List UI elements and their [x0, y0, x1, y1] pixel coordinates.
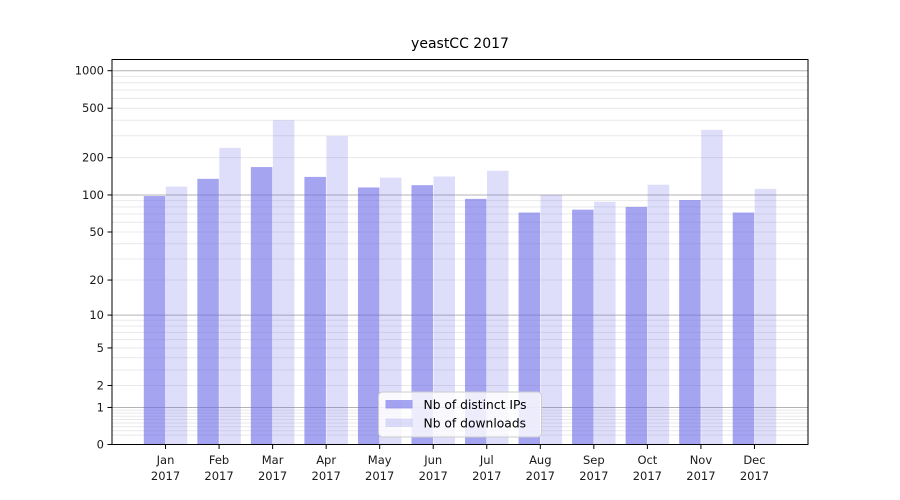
y-tick-label: 10: [89, 308, 104, 322]
bar-jan-downloads: [165, 186, 188, 445]
y-tick-label: 100: [82, 188, 104, 202]
x-tick-label-month: Aug: [529, 453, 551, 467]
bar-apr-ips: [304, 176, 326, 445]
x-tick-label-year: 2017: [258, 469, 287, 483]
x-tick-label-month: Sep: [583, 453, 605, 467]
y-tick-label: 500: [82, 101, 104, 115]
x-tick-label-year: 2017: [633, 469, 662, 483]
y-tick-label: 200: [82, 151, 104, 165]
y-tick-label: 1000: [75, 64, 104, 78]
x-tick-label-year: 2017: [419, 469, 448, 483]
x-tick-label-year: 2017: [740, 469, 769, 483]
bar-jul-ips: [465, 198, 487, 445]
bar-jun-ips: [411, 185, 433, 445]
x-tick-label-month: Mar: [262, 453, 284, 467]
x-tick-label-year: 2017: [151, 469, 180, 483]
x-tick-label-month: Oct: [637, 453, 657, 467]
bar-jun-downloads: [433, 176, 455, 445]
y-tick-label: 5: [97, 341, 104, 355]
legend-swatch-downloads: [385, 418, 413, 427]
x-tick-label-month: Nov: [690, 453, 713, 467]
x-tick-label-month: Jan: [156, 453, 175, 467]
bar-aug-downloads: [540, 194, 563, 445]
bar-dec-downloads: [754, 188, 777, 445]
bar-oct-downloads: [647, 184, 670, 445]
bar-nov-downloads: [701, 129, 723, 445]
legend-label-downloads: Nb of downloads: [424, 417, 527, 431]
x-tick-label-month: Jul: [479, 453, 494, 467]
bar-sep-ips: [572, 209, 594, 445]
x-tick-label-year: 2017: [526, 469, 555, 483]
bar-aug-ips: [518, 212, 541, 445]
bar-mar-ips: [250, 167, 273, 445]
x-tick-label-month: May: [368, 453, 392, 467]
x-tick-label-year: 2017: [579, 469, 608, 483]
x-tick-label-year: 2017: [686, 469, 715, 483]
bar-apr-downloads: [326, 136, 348, 445]
plot-frame: [111, 59, 809, 445]
x-tick-label-month: Dec: [743, 453, 765, 467]
legend-label-ips: Nb of distinct IPs: [424, 398, 527, 412]
legend-swatch-ips: [385, 400, 413, 409]
bar-jul-downloads: [487, 170, 509, 445]
bar-may-downloads: [379, 177, 402, 445]
chart-title: yeastCC 2017: [411, 36, 509, 52]
bar-jan-ips: [143, 196, 166, 445]
y-tick-label: 1: [97, 400, 104, 414]
x-tick-label-year: 2017: [472, 469, 501, 483]
bar-feb-downloads: [219, 147, 241, 445]
bar-feb-ips: [197, 178, 219, 445]
y-tick-label: 20: [89, 273, 104, 287]
x-tick-label-year: 2017: [365, 469, 394, 483]
y-tick-label: 2: [97, 378, 104, 392]
y-tick-label: 50: [89, 225, 104, 239]
x-tick-label-year: 2017: [312, 469, 341, 483]
x-tick-label-year: 2017: [204, 469, 233, 483]
bar-oct-ips: [625, 206, 648, 445]
y-tick-label: 0: [97, 438, 104, 452]
bar-nov-ips: [679, 200, 701, 445]
x-tick-label-month: Feb: [209, 453, 229, 467]
x-tick-label-month: Jun: [423, 453, 442, 467]
legend-box: [378, 391, 542, 438]
bar-may-ips: [357, 187, 380, 445]
bar-sep-downloads: [594, 201, 616, 445]
bar-mar-downloads: [272, 120, 295, 445]
x-tick-label-month: Apr: [316, 453, 336, 467]
bar-dec-ips: [732, 212, 755, 445]
